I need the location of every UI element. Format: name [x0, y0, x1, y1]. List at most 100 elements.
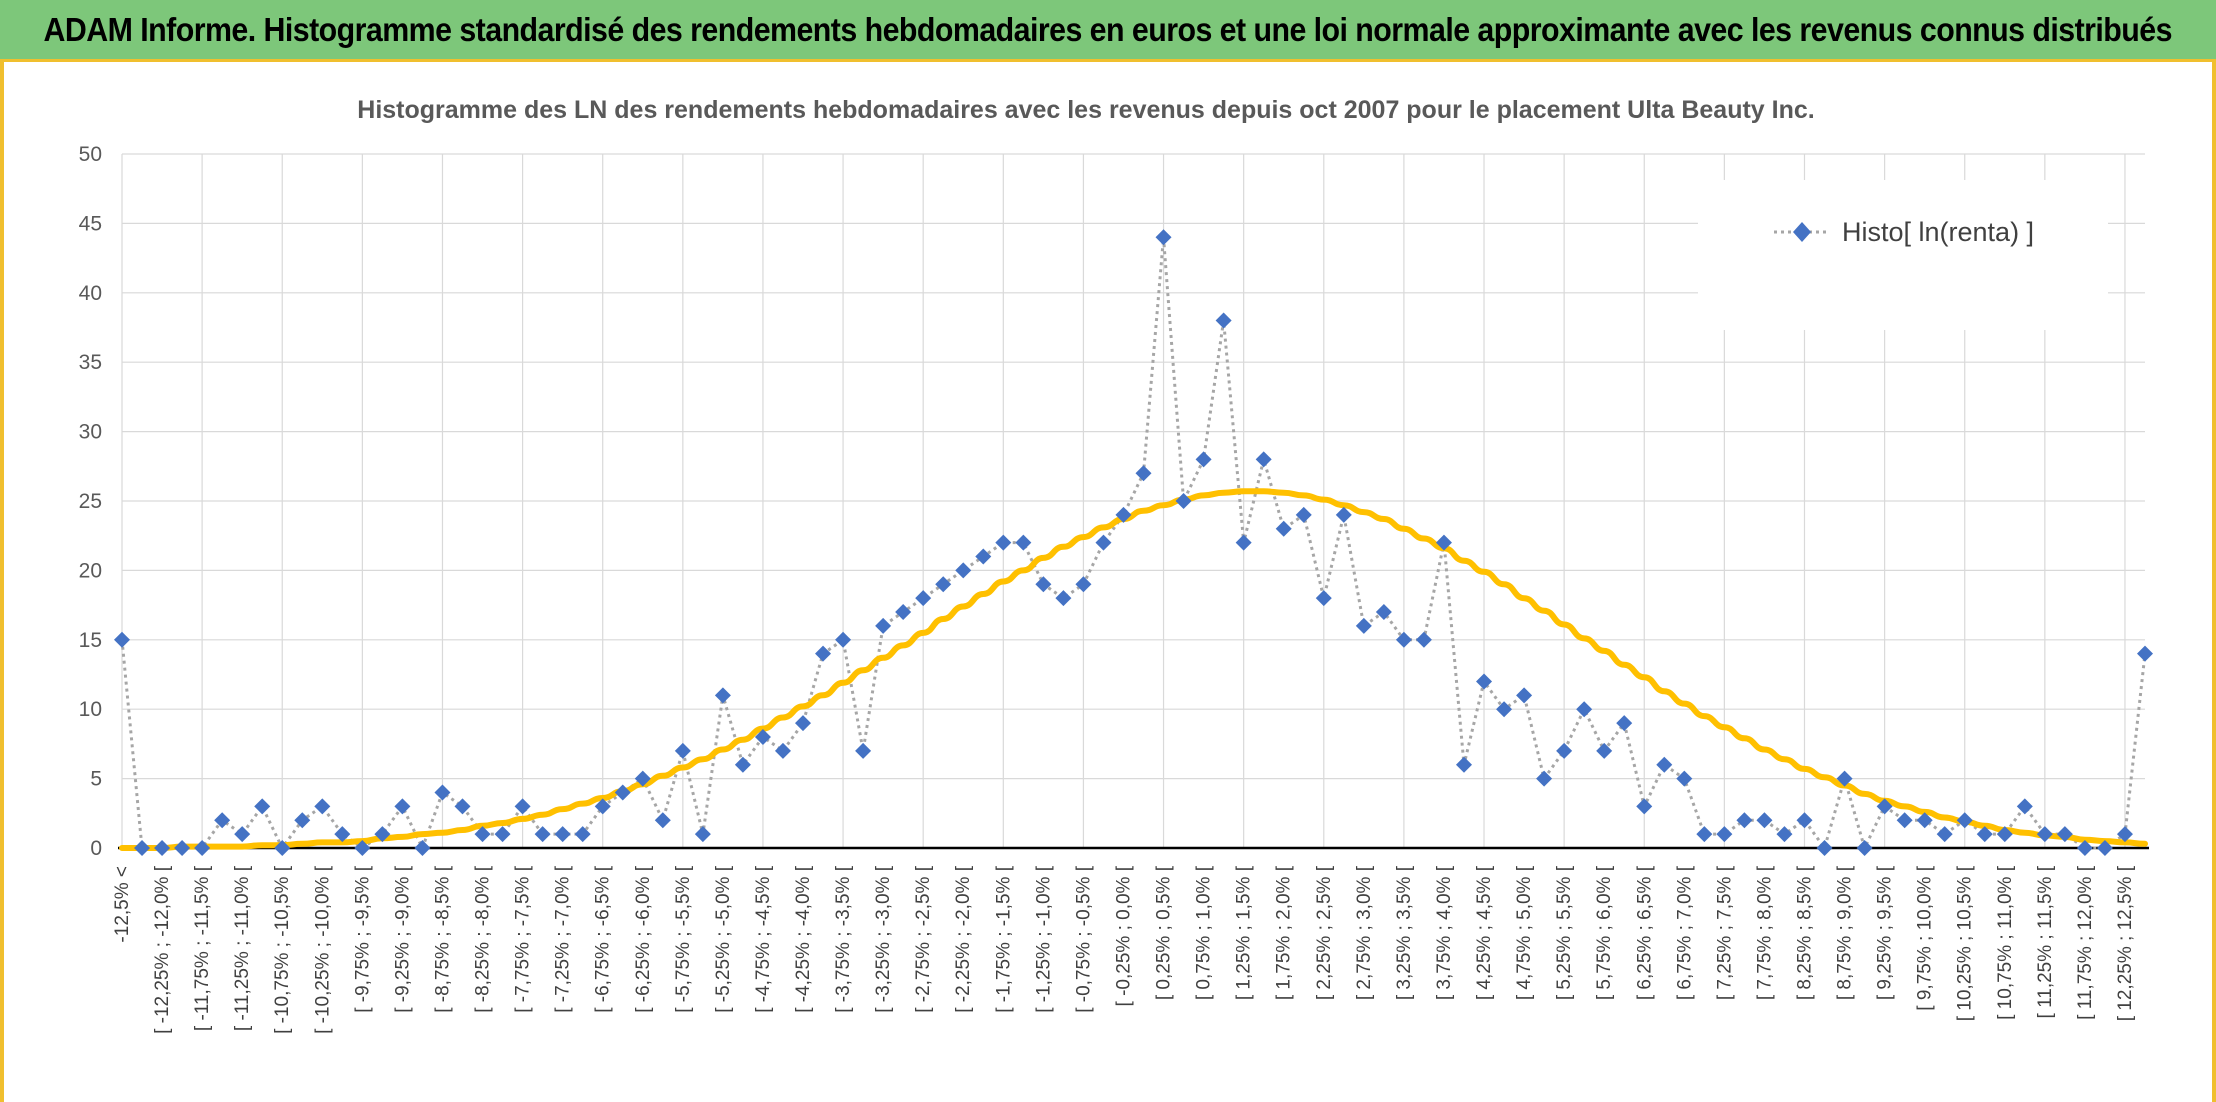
x-tick-label: [ 5,25% ; 5,5% [ — [1554, 865, 1575, 1000]
histogram-point — [995, 534, 1012, 551]
x-tick-label: [ -1,25% ; -1,0% [ — [1033, 865, 1054, 1013]
legend-background — [1698, 180, 2108, 330]
histogram-point — [194, 840, 211, 856]
x-tick-label: [ -0,25% ; 0,0% [ — [1113, 865, 1134, 1006]
y-tick-label: 10 — [79, 698, 102, 721]
histogram-point — [1395, 631, 1412, 648]
histogram-point — [955, 562, 972, 579]
y-tick-label: 50 — [79, 143, 102, 166]
x-tick-label: [ 4,25% ; 4,5% [ — [1474, 865, 1495, 1000]
x-tick-label: [ -8,25% ; -8,0% [ — [473, 865, 494, 1013]
x-tick-label: [ 9,75% ; 10,0% [ — [1915, 865, 1936, 1010]
histogram-point — [1195, 451, 1212, 468]
histogram-point — [1455, 756, 1472, 773]
legend-marker-sample — [1793, 222, 1811, 242]
x-tick-label: [ 2,75% ; 3,0% [ — [1354, 865, 1375, 1000]
y-tick-label: 15 — [79, 629, 102, 652]
histogram-point — [1015, 534, 1032, 551]
histogram-point — [1916, 812, 1933, 829]
y-tick-label: 40 — [79, 282, 102, 305]
histogram-point — [1415, 631, 1432, 648]
histogram-point — [935, 576, 952, 593]
report-banner: ADAM Informe. Histogramme standardisé de… — [0, 0, 2216, 62]
histogram-point — [835, 631, 852, 648]
histogram-point — [1075, 576, 1092, 593]
normal-curve — [119, 488, 2148, 851]
histogram-point — [1936, 826, 1953, 843]
histogram-point — [1335, 506, 1352, 523]
histogram-point — [1215, 312, 1232, 329]
x-tick-label: [ 11,25% ; 11,5% [ — [2035, 865, 2056, 1018]
histogram-point — [1035, 576, 1052, 593]
histogram-point — [434, 784, 451, 801]
y-tick-label: 20 — [79, 559, 102, 582]
histogram-point — [614, 784, 631, 801]
x-tick-label: [ 10,75% ; 11,0% [ — [1995, 865, 2016, 1020]
report-title: ADAM Informe. Histogramme standardisé de… — [43, 10, 2173, 48]
x-tick-label: [ -3,75% ; -3,5% [ — [833, 865, 854, 1013]
histogram-point — [774, 742, 791, 759]
legend-label-histo: Histo[ ln(renta) ] — [1842, 217, 2034, 247]
histogram-point — [1816, 840, 1833, 856]
histogram-point — [1135, 465, 1152, 482]
histogram-point — [154, 840, 171, 856]
histogram-point — [594, 798, 611, 815]
x-tick-label: [ -9,25% ; -9,0% [ — [392, 865, 413, 1013]
histogram-point — [534, 826, 551, 843]
x-tick-label: [ 9,25% ; 9,5% [ — [1875, 865, 1896, 1000]
histogram-point — [1175, 493, 1192, 509]
y-tick-label: 35 — [79, 351, 102, 374]
x-tick-label: [ 1,25% ; 1,5% [ — [1234, 865, 1255, 1000]
x-tick-label: [ -4,75% ; -4,5% [ — [753, 865, 774, 1013]
histogram-point — [915, 590, 932, 607]
histogram-point — [855, 742, 872, 759]
x-tick-label: [ -9,75% ; -9,5% [ — [352, 865, 373, 1013]
histogram-point — [2056, 826, 2073, 843]
x-tick-label: [ 7,25% ; 7,5% [ — [1714, 865, 1735, 1000]
x-tick-label: [ -7,75% ; -7,5% [ — [513, 865, 534, 1013]
histogram-point — [1696, 826, 1713, 843]
y-axis-ticks: 0 5 10 15 20 25 30 35 40 45 50 — [79, 143, 102, 860]
histogram-point — [1496, 701, 1513, 718]
x-tick-label: [ -11,25% ; -11,0% [ — [232, 865, 253, 1031]
histogram-point — [2137, 645, 2153, 662]
histogram-point — [714, 687, 731, 704]
x-tick-label: [ 3,75% ; 4,0% [ — [1434, 865, 1455, 1000]
histogram-point — [1115, 506, 1132, 523]
histogram-point — [1636, 798, 1653, 815]
histogram-point — [374, 826, 391, 843]
x-tick-label: [ 6,75% ; 7,0% [ — [1674, 865, 1695, 1000]
histogram-point — [1976, 826, 1993, 843]
x-tick-label: [ -6,75% ; -6,5% [ — [593, 865, 614, 1013]
chart-frame — [0, 62, 2216, 1102]
histogram-point — [254, 798, 271, 815]
histogram-point — [1055, 590, 1072, 607]
x-tick-label: [ -3,25% ; -3,0% [ — [873, 865, 894, 1013]
x-tick-label: [ 1,75% ; 2,0% [ — [1274, 865, 1295, 1000]
histogram-point — [574, 826, 591, 843]
histogram-point — [234, 826, 251, 843]
x-tick-label: [ -2,75% ; -2,5% [ — [913, 865, 934, 1013]
histogram-point — [634, 770, 651, 787]
histogram-point — [875, 617, 892, 634]
histogram-point — [1776, 826, 1793, 843]
histogram-point — [1656, 756, 1673, 773]
histogram-point — [2116, 826, 2133, 843]
histogram-point — [674, 742, 691, 759]
x-tick-label: [ -0,75% ; -0,5% [ — [1073, 865, 1094, 1013]
legend: Histo[ ln(renta) ] — [1698, 180, 2108, 330]
x-tick-label: [ 4,75% ; 5,0% [ — [1514, 865, 1535, 1000]
y-tick-label: 0 — [90, 837, 102, 860]
histogram-point — [1836, 770, 1853, 787]
chart-title: Histogramme des LN des rendements hebdom… — [357, 96, 1814, 124]
histogram-point — [554, 826, 571, 843]
histogram-point — [2076, 840, 2093, 856]
x-tick-label: [ 0,25% ; 0,5% [ — [1154, 865, 1175, 1000]
histogram-point — [1295, 506, 1312, 523]
histogram-point — [1716, 826, 1733, 843]
histogram-point — [1736, 812, 1753, 829]
x-tick-label: [ 7,75% ; 8,0% [ — [1754, 865, 1775, 1000]
normal-curve-layer — [119, 488, 2148, 851]
histogram-point — [1756, 812, 1773, 829]
